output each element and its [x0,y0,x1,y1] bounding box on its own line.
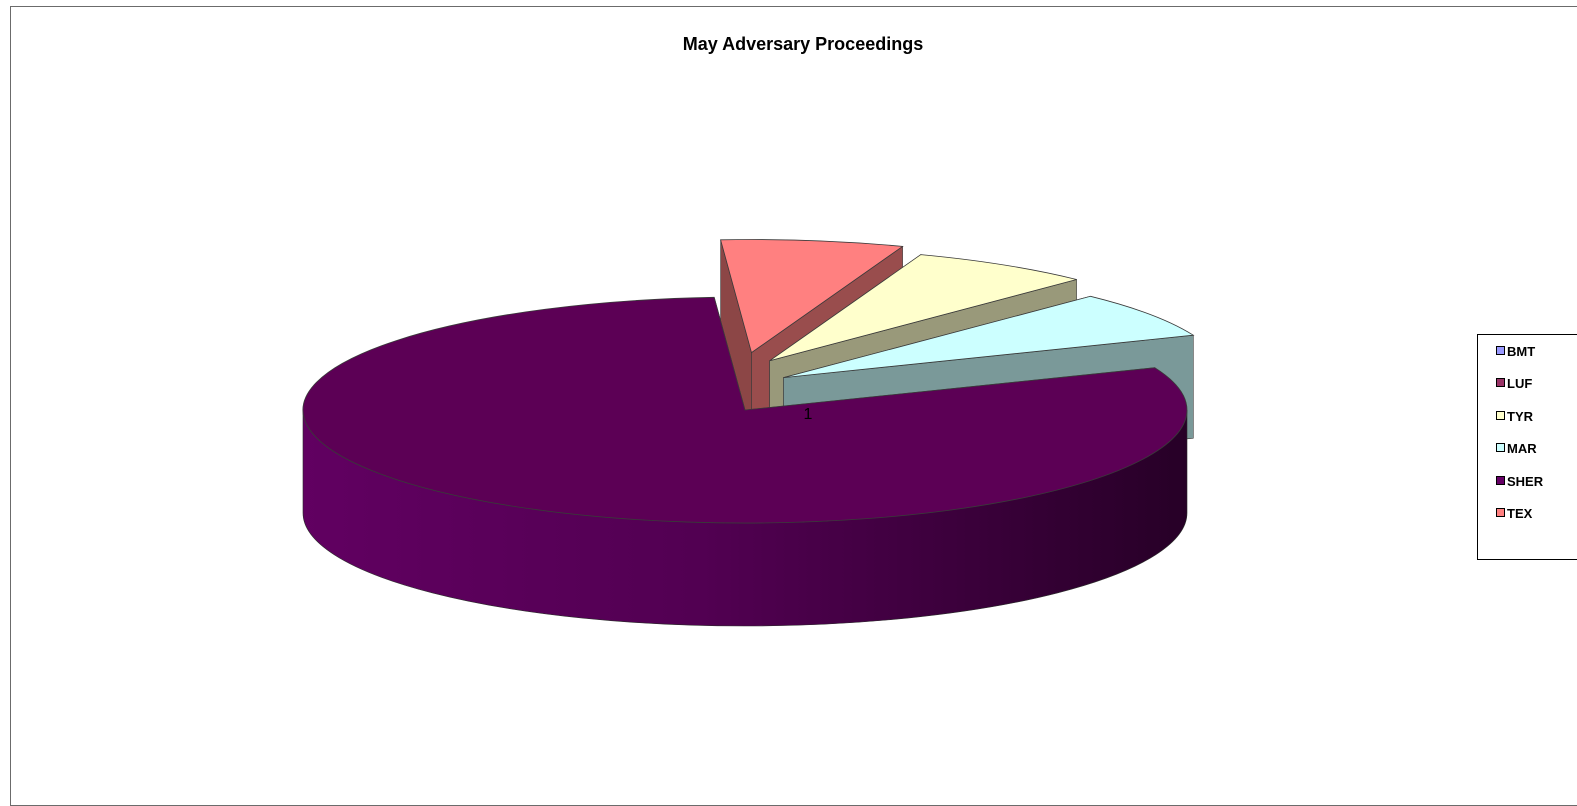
pie-slice-sher [302,296,1188,627]
legend-label-luf: LUF [1507,376,1533,391]
legend-item-tex: TEX [1496,506,1532,522]
legend-swatch-bmt [1496,346,1505,355]
legend-label-tex: TEX [1507,506,1533,521]
legend-label-sher: SHER [1507,474,1544,489]
legend-label-bmt: BMT [1507,344,1536,359]
legend-label-mar: MAR [1507,441,1537,456]
legend-item-bmt: BMT [1496,344,1535,360]
legend-item-mar: MAR [1496,441,1537,457]
legend-swatch-sher [1496,476,1505,485]
legend-swatch-mar [1496,443,1505,452]
legend-swatch-luf [1496,378,1505,387]
legend-item-sher: SHER [1496,474,1543,490]
pie-data-label: 1 [804,406,813,423]
legend-swatch-tyr [1496,411,1505,420]
legend-item-luf: LUF [1496,376,1532,392]
chart-title: May Adversary Proceedings [682,34,924,54]
legend-swatch-tex [1496,508,1505,517]
legend-label-tyr: TYR [1507,409,1533,424]
chart-legend: BMT LUF TYR MAR SHER TEX [1477,334,1577,560]
legend-item-tyr: TYR [1496,409,1533,425]
